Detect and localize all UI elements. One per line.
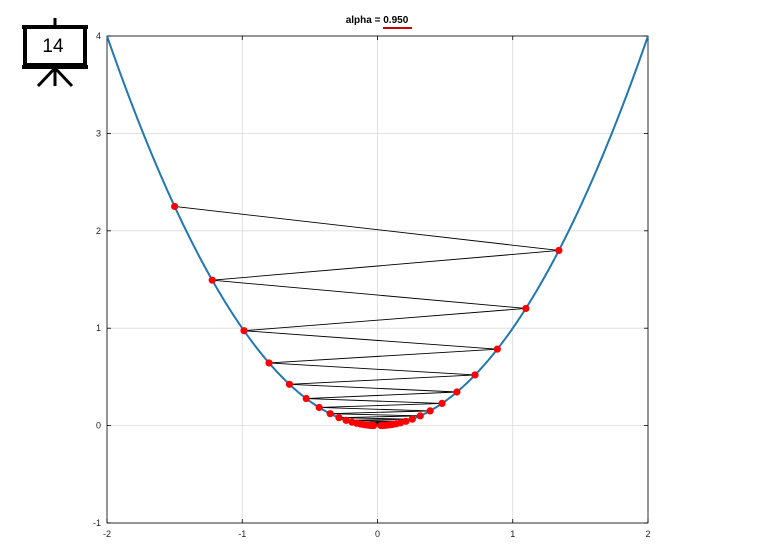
iteration-path bbox=[174, 206, 559, 426]
y-tick-label: 1 bbox=[96, 323, 101, 333]
grid bbox=[106, 35, 649, 524]
iterate-point bbox=[453, 388, 461, 396]
iteration-segment bbox=[212, 250, 559, 281]
iterate-point bbox=[171, 202, 179, 211]
presentation-board-icon[interactable] bbox=[20, 18, 92, 90]
iteration-segment bbox=[306, 398, 443, 404]
chart-title: alpha = 0.950 bbox=[346, 15, 409, 26]
iterate-point bbox=[438, 399, 446, 407]
iteration-segment bbox=[306, 391, 457, 399]
slide-number: 14 bbox=[42, 36, 64, 57]
iteration-segment bbox=[243, 307, 526, 332]
iteration-segment bbox=[289, 383, 457, 393]
y-tick-label: 3 bbox=[96, 128, 101, 138]
iterate-point bbox=[265, 359, 273, 367]
iterate-points bbox=[171, 202, 563, 430]
iterate-point bbox=[416, 412, 424, 420]
x-tick-label: 1 bbox=[510, 529, 515, 539]
iterate-point bbox=[240, 327, 248, 335]
y-tick-label: -1 bbox=[93, 518, 101, 528]
iterate-point bbox=[555, 246, 563, 255]
y-tick-label: 0 bbox=[96, 421, 101, 431]
iterate-point bbox=[522, 304, 530, 313]
iteration-segment bbox=[174, 206, 559, 251]
iteration-segment bbox=[289, 374, 476, 385]
iterate-point bbox=[377, 421, 385, 430]
y-tick-label: 2 bbox=[96, 226, 101, 236]
x-tick-label: 0 bbox=[375, 529, 380, 539]
iteration-segment bbox=[319, 402, 443, 408]
iteration-segment bbox=[338, 417, 413, 420]
iteration-segment bbox=[269, 362, 476, 376]
iterate-point bbox=[315, 403, 323, 412]
iterate-point bbox=[285, 380, 294, 388]
iterate-point bbox=[471, 371, 479, 379]
iteration-segment bbox=[269, 348, 498, 364]
iterate-point bbox=[326, 410, 334, 418]
x-tick-label: -2 bbox=[103, 529, 111, 539]
y-tick-label: 4 bbox=[96, 31, 101, 41]
iterate-point bbox=[408, 415, 416, 423]
iteration-segment bbox=[319, 407, 431, 412]
iteration-segment bbox=[330, 413, 421, 417]
iterate-point bbox=[302, 394, 310, 403]
iterate-point bbox=[342, 416, 350, 424]
iterate-point bbox=[208, 276, 216, 284]
title-prefix: alpha = bbox=[346, 15, 384, 26]
x-tick-label: -1 bbox=[238, 529, 246, 539]
iteration-segment bbox=[243, 330, 498, 350]
title-alpha-value: 0.950 bbox=[383, 15, 408, 26]
iteration-segment bbox=[338, 415, 421, 419]
iteration-segment bbox=[212, 279, 526, 309]
x-tick-label: 2 bbox=[645, 529, 650, 539]
iterate-point bbox=[335, 414, 343, 422]
iteration-segment bbox=[330, 410, 431, 415]
iterate-point bbox=[426, 407, 434, 415]
iterate-point bbox=[493, 345, 501, 353]
iterate-point bbox=[369, 421, 378, 430]
